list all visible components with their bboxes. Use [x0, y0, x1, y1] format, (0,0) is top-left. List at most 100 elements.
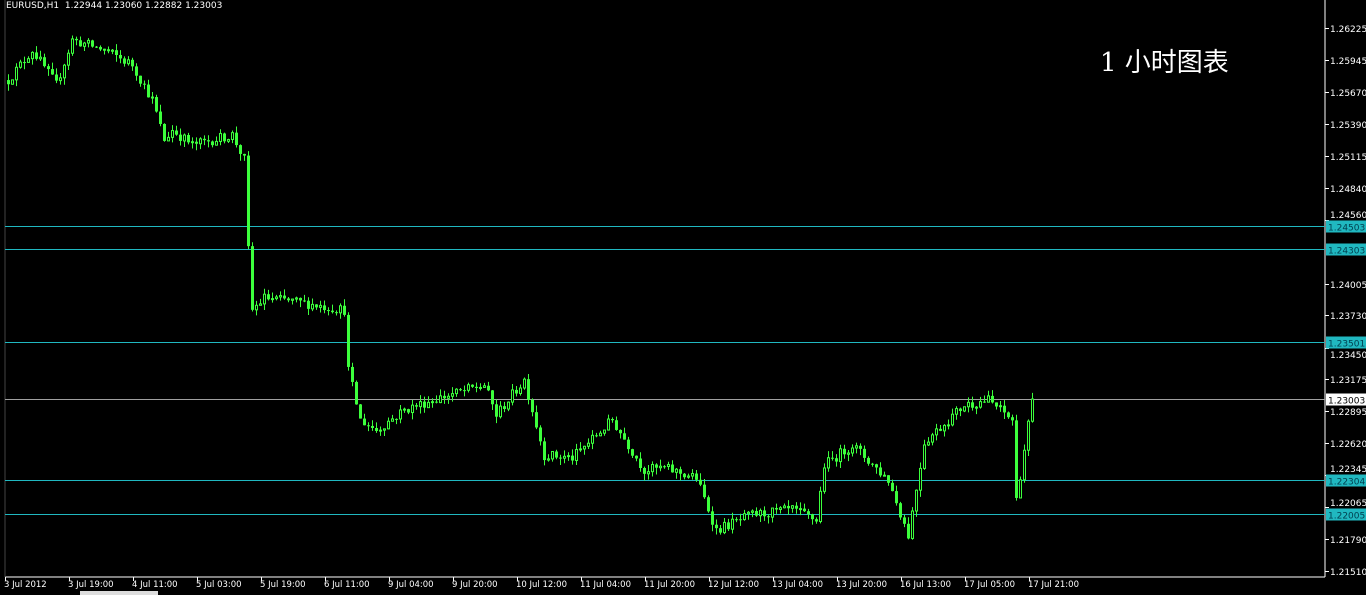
symbol-label: EURUSD,H1 — [6, 1, 60, 11]
candle-body-bear — [323, 305, 326, 311]
candle-body-bear — [503, 406, 506, 410]
candle-body-bear — [375, 427, 378, 431]
candle-body-bull — [339, 305, 342, 314]
candle-body-bull — [547, 458, 550, 461]
candle-body-bull — [667, 464, 670, 468]
candle-body-bear — [959, 408, 962, 412]
level-price-label: 1.24503 — [1328, 224, 1365, 234]
candle-body-bear — [443, 395, 446, 399]
candle-body-bull — [979, 401, 982, 408]
x-tick-label: 11 Jul 04:00 — [580, 580, 631, 590]
candle-body-bull — [399, 409, 402, 420]
candle-body-bear — [899, 503, 902, 518]
candle-body-bear — [331, 310, 334, 313]
ohlc-label: 1.22944 1.23060 1.22882 1.23003 — [64, 1, 223, 11]
candle-body-bull — [67, 52, 70, 66]
candle-body-bull — [103, 48, 106, 51]
candle-body-bear — [143, 83, 146, 85]
candle-body-bull — [295, 297, 298, 300]
candle-body-bear — [395, 418, 398, 420]
candle-body-bear — [131, 59, 134, 67]
candle-body-bear — [807, 511, 810, 515]
candle-body-bull — [231, 132, 234, 141]
candle-body-bear — [903, 517, 906, 524]
candle-body-bear — [767, 516, 770, 518]
candle-body-bear — [315, 304, 318, 308]
candle-body-bull — [259, 303, 262, 306]
candle-body-bull — [87, 39, 90, 44]
candle-body-bear — [195, 141, 198, 144]
candle-body-bear — [343, 305, 346, 315]
candle-body-bear — [471, 384, 474, 387]
candle-body-bull — [59, 77, 62, 82]
candle-body-bull — [15, 66, 18, 81]
candle-body-bull — [479, 386, 482, 389]
chart-annotation: 1 小时图表 — [1100, 48, 1229, 78]
candle-body-bull — [507, 401, 510, 410]
candle-body-bear — [47, 66, 50, 70]
candle-body-bull — [279, 295, 282, 298]
candle-body-bear — [887, 475, 890, 483]
candle-body-bear — [75, 38, 78, 41]
candle-body-bull — [411, 404, 414, 414]
candle-body-bear — [147, 84, 150, 98]
candle-body-bull — [919, 467, 922, 491]
candle-body-bull — [987, 395, 990, 403]
x-tick-label: 5 Jul 03:00 — [196, 580, 242, 590]
candle-body-bear — [1003, 405, 1006, 413]
candle-body-bull — [563, 455, 566, 459]
candle-body-bear — [1007, 412, 1010, 418]
candle-body-bull — [431, 401, 434, 404]
candle-body-bear — [251, 246, 254, 310]
candle-body-bear — [535, 412, 538, 428]
candle-body-bull — [839, 448, 842, 463]
candle-body-bear — [763, 510, 766, 517]
candle-body-bear — [703, 484, 706, 498]
candle-body-bull — [1019, 479, 1022, 499]
candle-body-bull — [311, 303, 314, 310]
candle-body-bull — [111, 49, 114, 52]
candle-body-bear — [879, 467, 882, 476]
level-price-label: 1.22304 — [1328, 478, 1365, 488]
candle-body-bull — [263, 293, 266, 305]
candle-body-bull — [391, 418, 394, 422]
candle-body-bull — [967, 401, 970, 408]
candle-body-bear — [571, 455, 574, 461]
level-price-label: 1.22005 — [1328, 512, 1365, 522]
candle-body-bear — [463, 390, 466, 392]
level-price-label: 1.23501 — [1328, 340, 1365, 350]
candle-body-bull — [71, 38, 74, 54]
candle-body-bull — [167, 136, 170, 142]
candle-body-bull — [963, 406, 966, 412]
candle-body-bear — [775, 508, 778, 510]
x-tick-label: 3 Jul 19:00 — [68, 580, 114, 590]
candle-body-bull — [759, 509, 762, 517]
candle-body-bull — [599, 432, 602, 437]
candle-body-bear — [491, 390, 494, 405]
candle-body-bull — [855, 445, 858, 449]
candle-body-bear — [639, 458, 642, 468]
candle-body-bull — [219, 132, 222, 142]
candle-body-bull — [455, 388, 458, 395]
candle-body-bear — [155, 97, 158, 112]
level-price-badge — [1326, 474, 1366, 487]
candle-body-bear — [163, 123, 166, 141]
current-price-label: 1.23003 — [1328, 397, 1365, 407]
candle-body-bear — [335, 312, 338, 314]
candle-body-bull — [799, 508, 802, 511]
candle-body-bear — [875, 464, 878, 468]
candle-body-bear — [907, 523, 910, 539]
candle-body-bull — [523, 378, 526, 389]
x-tick-label: 13 Jul 20:00 — [836, 580, 887, 590]
candle-body-bear — [351, 366, 354, 382]
x-tick-label: 11 Jul 20:00 — [644, 580, 695, 590]
candle-body-bull — [519, 387, 522, 395]
candle-body-bull — [647, 471, 650, 475]
candle-body-bull — [723, 521, 726, 534]
horizontal-scrollbar[interactable] — [80, 591, 158, 595]
candle-body-bull — [883, 474, 886, 477]
candle-body-bull — [823, 467, 826, 492]
y-tick-label: 1.24560 — [1330, 211, 1366, 221]
candle-body-bear — [243, 153, 246, 156]
